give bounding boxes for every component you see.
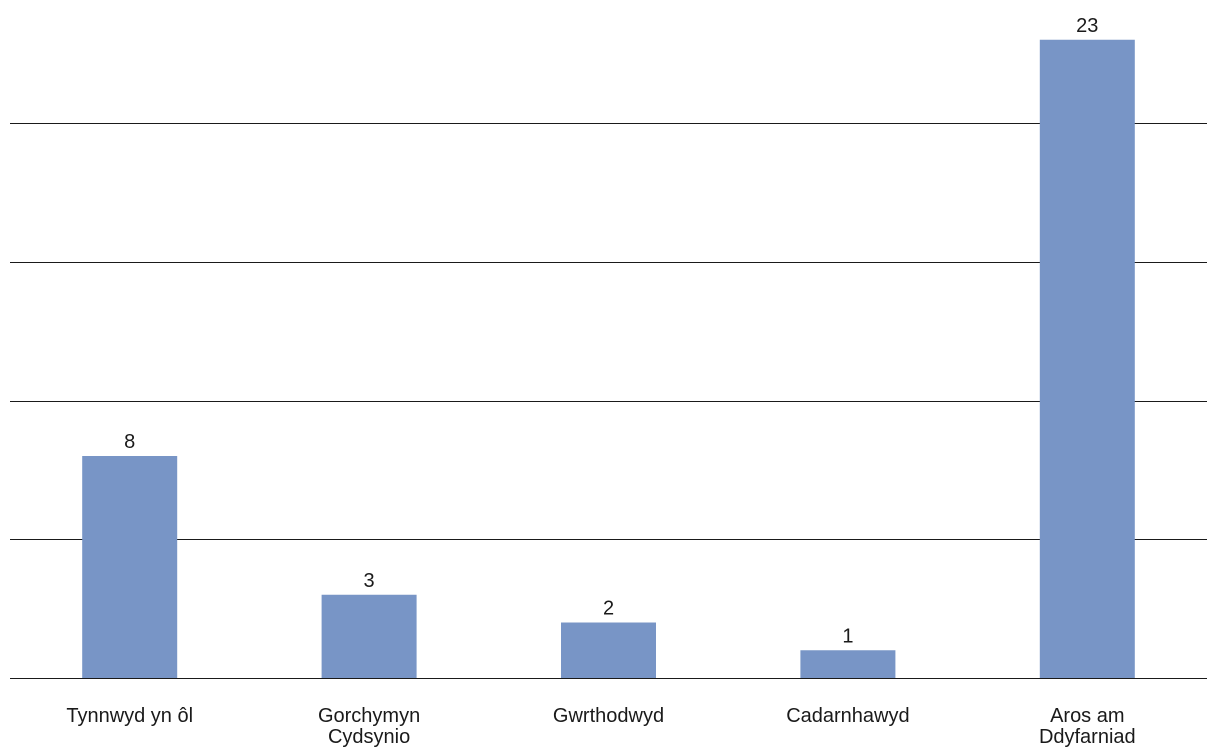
bar-value-label: 8 xyxy=(124,431,135,453)
category-label: Gorchymyn Cydsynio xyxy=(318,705,420,748)
bar xyxy=(1039,39,1135,678)
bar-value-label: 3 xyxy=(364,570,375,592)
category-labels: Tynnwyd yn ôl Gorchymyn Cydsynio Gwrthodwyd… xyxy=(66,705,1135,748)
bar xyxy=(82,456,178,678)
bar-value-label: 1 xyxy=(842,625,853,647)
bars xyxy=(82,39,1135,678)
data-labels: 8 3 2 1 23 xyxy=(124,15,1098,648)
bar-value-label: 23 xyxy=(1076,15,1098,37)
bar xyxy=(321,594,417,678)
bar-value-label: 2 xyxy=(603,598,614,620)
category-label: Aros am Ddyfarniad xyxy=(1039,705,1136,748)
bar xyxy=(800,650,896,678)
category-label: Cadarnhawyd xyxy=(786,705,909,727)
category-label: Gwrthodwyd xyxy=(553,705,664,727)
category-label: Tynnwyd yn ôl xyxy=(66,705,193,727)
gridlines xyxy=(10,123,1207,679)
bar xyxy=(561,622,656,678)
